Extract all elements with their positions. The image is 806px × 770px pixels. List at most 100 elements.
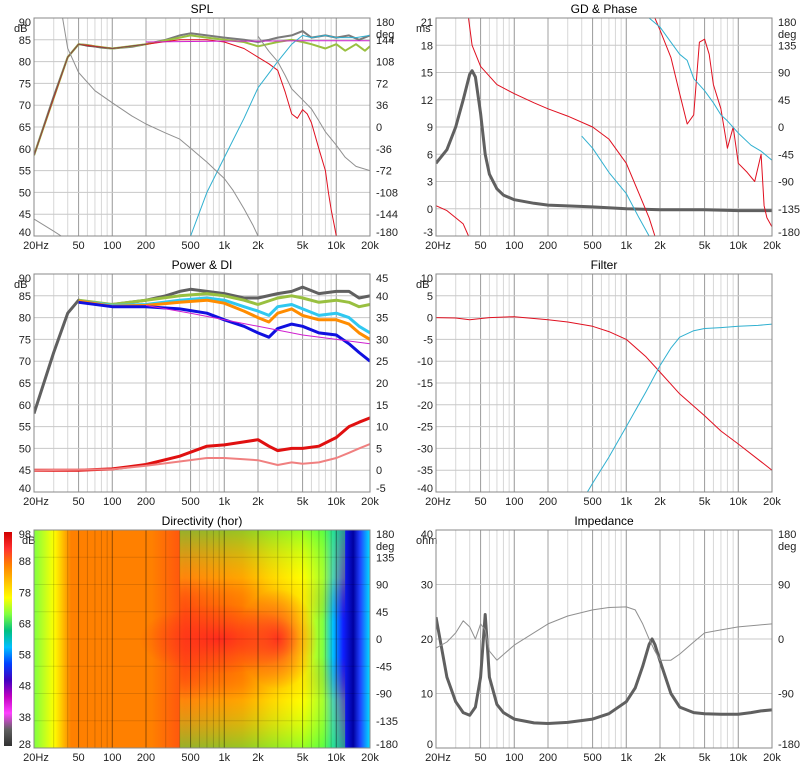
gd-series-0 [436, 69, 772, 213]
impedance-x-tick: 1k [620, 752, 632, 764]
spl-left-tick: 70 [19, 100, 31, 112]
directivity-right-tick: 0 [376, 634, 382, 646]
power-right-tick: 5 [376, 443, 382, 455]
gd-series-4 [581, 135, 650, 236]
spl-series-5 [34, 43, 147, 156]
power-right-tick: 30 [376, 334, 388, 346]
gd-series-3 [654, 18, 772, 228]
gd-left-tick: -3 [423, 227, 433, 239]
directivity-left-unit: dB [22, 535, 35, 547]
directivity-right-tick: 90 [376, 580, 388, 592]
directivity-left-tick: 98 [19, 529, 31, 541]
spl-left-tick: 50 [19, 187, 31, 199]
impedance-left-tick: 10 [421, 689, 433, 701]
power-x-tick: 1k [218, 496, 230, 508]
power-left-tick: 70 [19, 356, 31, 368]
gd-series-2 [468, 18, 656, 236]
power-left-tick: 40 [19, 483, 31, 495]
filter-x-tick: 200 [539, 496, 557, 508]
spl-left-tick: 90 [19, 17, 31, 29]
power-left-tick: 60 [19, 400, 31, 412]
filter-left-tick: -5 [423, 334, 433, 346]
power-series-2 [78, 296, 370, 335]
power-left-tick: 80 [19, 313, 31, 325]
spl-left-tick: 80 [19, 57, 31, 69]
gd-left-tick: 15 [421, 68, 433, 80]
gd-left-tick: 12 [421, 95, 433, 107]
directivity-x-tick: 100 [103, 752, 121, 764]
spl-right-tick: 108 [376, 57, 394, 69]
spl-x-tick: 20k [361, 240, 379, 252]
directivity-left-tick: 48 [19, 681, 31, 693]
gd-right-tick: -135 [778, 204, 800, 216]
gd-right-tick: -45 [778, 149, 794, 161]
power-left-unit: dB [14, 279, 27, 291]
spl-right-tick: -36 [376, 144, 392, 156]
filter-left-tick: -15 [417, 378, 433, 390]
panel-gd: GD & Phase 21 18 15 12 9 6 3 0 -3 180 135 90 45 0 -45 -9… [416, 2, 800, 252]
spl-right-tick: -108 [376, 187, 398, 199]
spl-left-tick: 45 [19, 209, 31, 221]
impedance-right-tick: -180 [778, 739, 800, 751]
filter-x-tick: 500 [583, 496, 601, 508]
filter-left-tick: -40 [417, 483, 433, 495]
spl-x-tick: 50 [72, 240, 84, 252]
directivity-right-unit: deg [376, 541, 394, 553]
directivity-x-tick: 200 [137, 752, 155, 764]
impedance-right-tick: 0 [778, 634, 784, 646]
impedance-x-tick: 2k [654, 752, 666, 764]
gd-series-1 [436, 205, 469, 236]
directivity-left-tick: 88 [19, 556, 31, 568]
filter-left-unit: dB [416, 279, 429, 291]
gd-x-tick: 500 [583, 240, 601, 252]
impedance-left-unit: ohm [416, 535, 437, 547]
power-right-tick: 45 [376, 273, 388, 285]
directivity-x-tick: 1k [218, 752, 230, 764]
spl-right-tick: 144 [376, 35, 394, 47]
power-series-7 [34, 443, 370, 472]
gd-x-tick: 100 [505, 240, 523, 252]
power-right-tick: 20 [376, 378, 388, 390]
spl-series-7 [62, 18, 259, 236]
directivity-title: Directivity (hor) [162, 514, 243, 528]
gd-left-tick: 9 [427, 122, 433, 134]
spl-x-tick: 1k [218, 240, 230, 252]
power-left-tick: 90 [19, 273, 31, 285]
gd-right-tick: 45 [778, 95, 790, 107]
power-left-tick: 75 [19, 334, 31, 346]
spl-left-tick: 75 [19, 78, 31, 90]
power-x-tick: 200 [137, 496, 155, 508]
gd-left-tick: 0 [427, 204, 433, 216]
filter-left-tick: -35 [417, 465, 433, 477]
impedance-right-tick: 90 [778, 580, 790, 592]
colorbar [4, 532, 12, 746]
filter-x-tick: 100 [505, 496, 523, 508]
power-right-tick: 10 [376, 422, 388, 434]
power-title: Power & DI [172, 258, 233, 272]
power-series-5 [145, 304, 370, 345]
directivity-x-tick: 20Hz [23, 752, 49, 764]
filter-left-tick: 5 [427, 291, 433, 303]
impedance-left-tick: 40 [421, 529, 433, 541]
impedance-left-tick: 20 [421, 634, 433, 646]
spl-right-tick: 180 [376, 17, 394, 29]
gd-x-tick: 20k [763, 240, 781, 252]
gd-left-tick: 18 [421, 40, 433, 52]
filter-left-tick: 10 [421, 273, 433, 285]
impedance-series-1 [436, 606, 772, 661]
power-series-3 [78, 298, 370, 341]
power-right-tick: 35 [376, 313, 388, 325]
directivity-x-tick: 50 [72, 752, 84, 764]
impedance-x-tick: 20k [763, 752, 781, 764]
filter-series-group [436, 316, 772, 492]
panel-spl: SPL 90 85 80 75 70 65 60 55 50 45 40 180 144 108 72 36 0 -… [14, 2, 398, 252]
directivity-x-tick: 5k [297, 752, 309, 764]
filter-x-tick: 50 [474, 496, 486, 508]
power-left-tick: 65 [19, 378, 31, 390]
impedance-title: Impedance [574, 514, 634, 528]
directivity-right-tick: -180 [376, 739, 398, 751]
impedance-x-tick: 100 [505, 752, 523, 764]
spl-x-tick: 100 [103, 240, 121, 252]
filter-left-tick: -20 [417, 400, 433, 412]
filter-left-tick: -10 [417, 356, 433, 368]
